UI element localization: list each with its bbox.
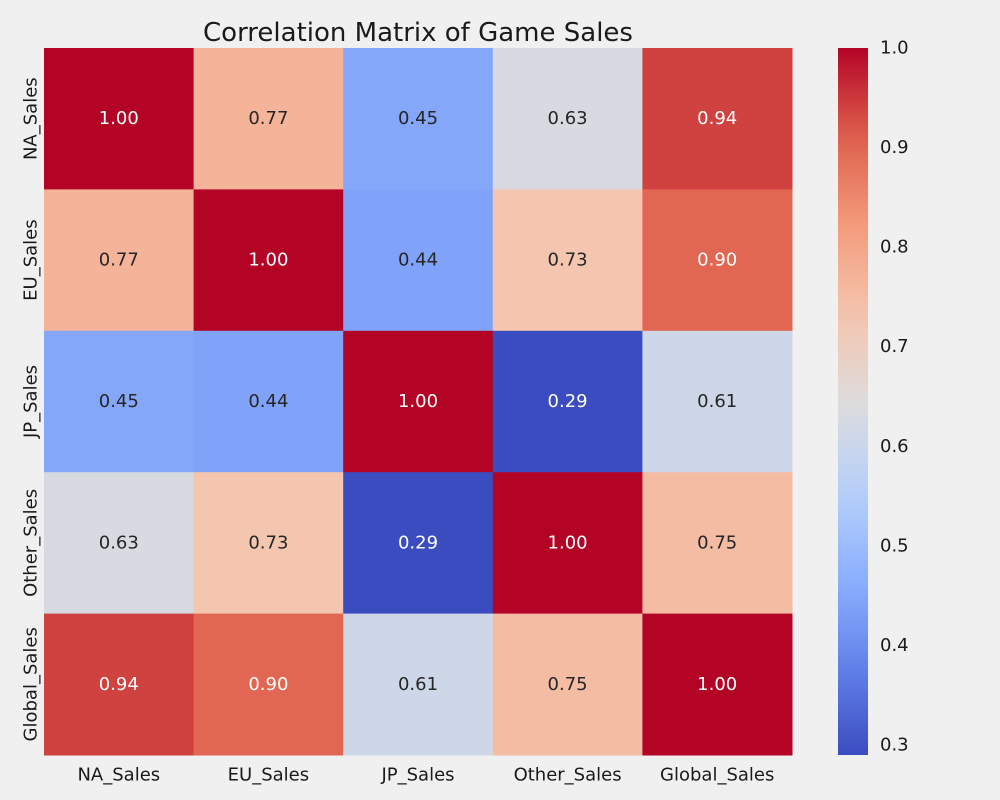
y-tick-label: NA_Sales [21, 77, 42, 160]
heatmap-cell-label: 0.61 [697, 391, 737, 412]
heatmap-cell [492, 189, 643, 332]
x-tick-label: Global_Sales [660, 765, 774, 786]
heatmap-cell-label: 0.63 [99, 532, 139, 553]
heatmap-cell [642, 48, 793, 190]
heatmap-cell-label: 0.29 [398, 532, 438, 553]
heatmap-cell [193, 48, 344, 190]
heatmap-cell-label: 0.94 [697, 108, 737, 129]
colorbar-tick-label: 0.5 [880, 535, 909, 556]
heatmap-cell [343, 472, 494, 615]
heatmap-cell [642, 330, 793, 473]
y-axis-tick-labels: NA_Sales EU_Sales JP_Sales Other_Sales Globa… [21, 77, 42, 741]
heatmap-cell-label: 0.44 [398, 250, 438, 271]
heatmap-cell-label: 0.45 [398, 108, 438, 129]
heatmap-cell-label: 0.29 [548, 391, 588, 412]
colorbar-tick-label: 1.0 [880, 38, 909, 59]
heatmap-cell-label: 1.00 [248, 250, 288, 271]
heatmap-cell [343, 48, 494, 190]
x-tick-label: NA_Sales [77, 765, 160, 786]
y-tick-label: Global_Sales [21, 627, 42, 741]
colorbar-tick-label: 0.6 [880, 436, 909, 457]
heatmap-cell [343, 613, 494, 756]
colorbar-tick-label: 0.7 [880, 336, 909, 357]
heatmap-cell-label: 0.77 [248, 108, 288, 129]
heatmap-cell [642, 472, 793, 615]
heatmap-cell [492, 330, 643, 473]
heatmap-cell-label: 0.61 [398, 674, 438, 695]
heatmap-cell [193, 189, 344, 332]
heatmap-cell [44, 613, 195, 756]
heatmap-cells [44, 48, 793, 756]
heatmap-cell-label: 0.75 [548, 674, 588, 695]
colorbar-tick-label: 0.3 [880, 735, 909, 756]
x-tick-label: JP_Sales [380, 765, 454, 786]
colorbar-tick-label: 0.8 [880, 237, 909, 258]
heatmap-cell [492, 613, 643, 756]
y-tick-label: JP_Sales [21, 365, 42, 439]
heatmap-cell [343, 330, 494, 473]
heatmap-cell [642, 189, 793, 332]
heatmap-cell [44, 330, 195, 473]
heatmap-cell [193, 330, 344, 473]
heatmap-cell-label: 1.00 [697, 674, 737, 695]
colorbar-tick-label: 0.9 [880, 137, 909, 158]
heatmap-cell [492, 48, 643, 190]
heatmap-cell [44, 472, 195, 615]
chart-title: Correlation Matrix of Game Sales [203, 18, 633, 48]
heatmap-cell-label: 1.00 [99, 108, 139, 129]
heatmap-cell-label: 1.00 [548, 532, 588, 553]
y-tick-label: Other_Sales [21, 489, 42, 597]
heatmap-cell [44, 48, 195, 190]
heatmap-cell-labels: 1.00 0.77 0.45 0.63 0.94 0.77 1.00 0.44 0.73 0.90… [99, 108, 737, 695]
heatmap-cell [193, 472, 344, 615]
x-tick-label: EU_Sales [228, 765, 309, 786]
heatmap-cell-label: 1.00 [398, 391, 438, 412]
heatmap-cell [44, 189, 195, 332]
heatmap-cell-label: 0.63 [548, 108, 588, 129]
heatmap-cell [343, 189, 494, 332]
heatmap-cell-label: 0.77 [99, 250, 139, 271]
heatmap-cell-label: 0.90 [248, 674, 288, 695]
heatmap-cell-label: 0.90 [697, 250, 737, 271]
heatmap-cell [642, 613, 793, 756]
heatmap-cell [193, 613, 344, 756]
colorbar-tick-labels: 0.3 0.4 0.5 0.6 0.7 0.8 0.9 1.0 [880, 38, 909, 756]
heatmap-cell-label: 0.45 [99, 391, 139, 412]
heatmap-cell-label: 0.94 [99, 674, 139, 695]
heatmap-cell-label: 0.44 [248, 391, 288, 412]
colorbar-tick-label: 0.4 [880, 635, 909, 656]
heatmap-cell-label: 0.73 [248, 532, 288, 553]
x-axis-tick-labels: NA_Sales EU_Sales JP_Sales Other_Sales Globa… [77, 765, 774, 786]
heatmap-cell-label: 0.73 [548, 250, 588, 271]
colorbar [838, 48, 868, 755]
heatmap-cell-label: 0.75 [697, 532, 737, 553]
x-tick-label: Other_Sales [514, 765, 622, 786]
y-tick-label: EU_Sales [21, 219, 42, 300]
heatmap-cell [492, 472, 643, 615]
